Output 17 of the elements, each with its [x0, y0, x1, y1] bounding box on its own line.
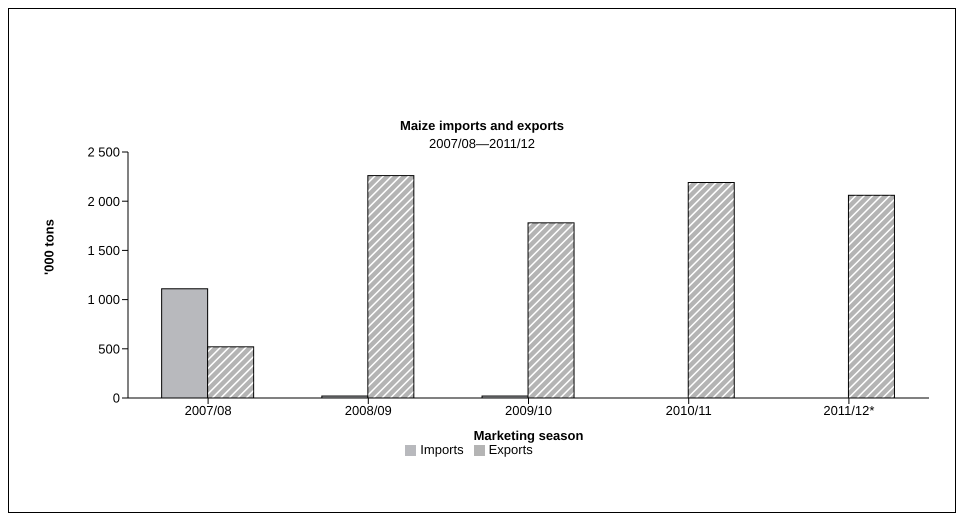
x-axis-title: Marketing season [474, 428, 584, 443]
chart-title: Maize imports and exports [399, 117, 565, 135]
y-tick-label: 2 000 [87, 194, 120, 209]
y-tick-label: 0 [112, 390, 120, 406]
legend-label: Exports [488, 442, 533, 457]
y-axis-title: '000 tons [42, 219, 57, 275]
x-tick-label: 2007/08 [184, 403, 232, 418]
y-tick-label: 1 500 [87, 243, 120, 258]
chart-subtitle: 2007/08—2011/12 [428, 136, 536, 151]
y-tick-label: 1 000 [87, 292, 120, 308]
x-tick-label: 2008/09 [344, 403, 392, 418]
legend-label: Imports [420, 442, 464, 457]
x-tick-label: 2009/10 [505, 403, 552, 418]
y-tick-label: 500 [98, 341, 120, 356]
x-tick-label: 2011/12* [823, 403, 874, 418]
y-tick-label: 2 500 [87, 144, 120, 160]
x-tick-label: 2010/11 [666, 403, 712, 418]
